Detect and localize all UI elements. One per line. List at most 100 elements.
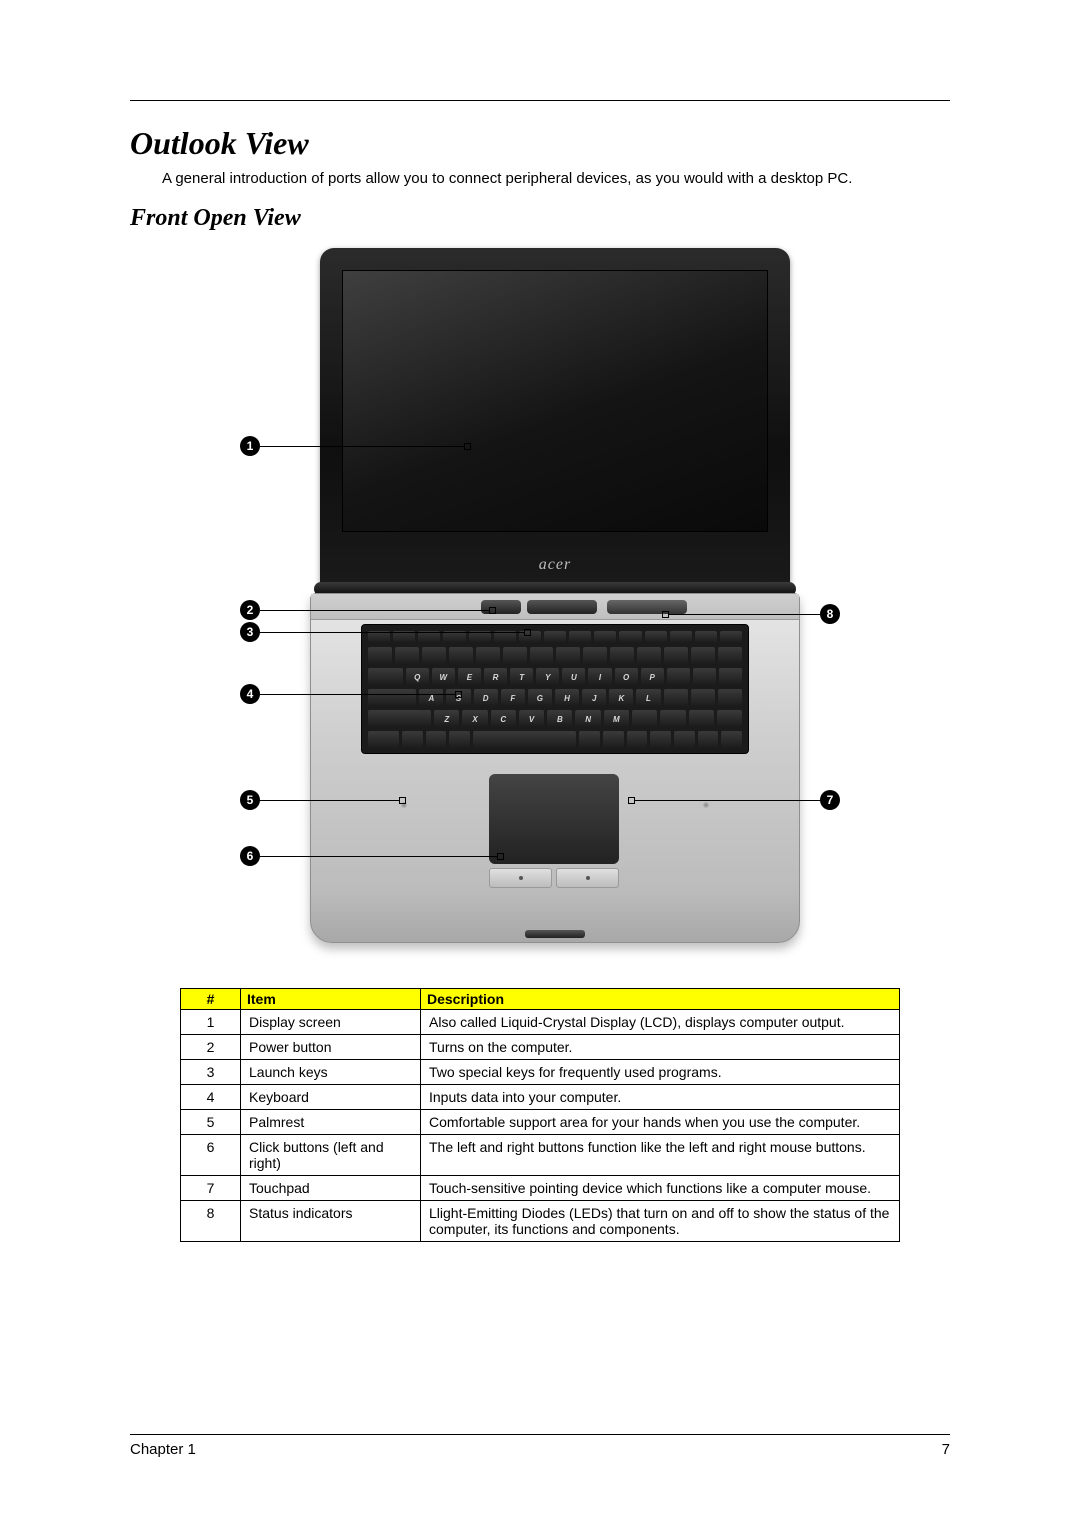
key-g: G bbox=[528, 689, 552, 707]
key bbox=[449, 647, 473, 665]
key-t: T bbox=[510, 668, 533, 686]
callout-4: 4 bbox=[240, 684, 456, 704]
callout-8: 8 bbox=[668, 604, 840, 624]
key-z: Z bbox=[434, 710, 459, 728]
key bbox=[717, 710, 742, 728]
key bbox=[667, 668, 690, 686]
cell-item: Launch keys bbox=[241, 1060, 421, 1085]
key-space bbox=[473, 731, 576, 749]
table-row: 5PalmrestComfortable support area for yo… bbox=[181, 1110, 900, 1135]
cell-desc: Touch-sensitive pointing device which fu… bbox=[421, 1176, 900, 1201]
table-header-desc: Description bbox=[421, 989, 900, 1010]
cell-item: Click buttons (left and right) bbox=[241, 1135, 421, 1176]
cell-desc: The left and right buttons function like… bbox=[421, 1135, 900, 1176]
laptop-illustration: acer bbox=[320, 248, 790, 588]
callout-5: 5 bbox=[240, 790, 400, 810]
callout-bubble-8: 8 bbox=[820, 604, 840, 624]
cell-item: Display screen bbox=[241, 1010, 421, 1035]
cell-item: Keyboard bbox=[241, 1085, 421, 1110]
callout-2: 2 bbox=[240, 600, 490, 620]
key-e: E bbox=[458, 668, 481, 686]
key bbox=[670, 631, 692, 643]
cell-item: Palmrest bbox=[241, 1110, 421, 1135]
callout-bubble-1: 1 bbox=[240, 436, 260, 456]
callout-lead-6 bbox=[260, 856, 498, 857]
cell-item: Status indicators bbox=[241, 1201, 421, 1242]
key bbox=[603, 731, 624, 749]
cell-item: Touchpad bbox=[241, 1176, 421, 1201]
subsection-title: Front Open View bbox=[130, 205, 950, 232]
key bbox=[637, 647, 661, 665]
key bbox=[689, 710, 714, 728]
key bbox=[691, 689, 715, 707]
key bbox=[569, 631, 591, 643]
key-f: F bbox=[501, 689, 525, 707]
key bbox=[594, 631, 616, 643]
callout-6: 6 bbox=[240, 846, 498, 866]
cell-num: 7 bbox=[181, 1176, 241, 1201]
table-row: 2Power buttonTurns on the computer. bbox=[181, 1035, 900, 1060]
key bbox=[449, 731, 470, 749]
table-header-num: # bbox=[181, 989, 241, 1010]
features-table-head: # Item Description bbox=[181, 989, 900, 1010]
key bbox=[650, 731, 671, 749]
section-title: Outlook View bbox=[130, 125, 950, 162]
key bbox=[693, 668, 716, 686]
key bbox=[368, 710, 431, 728]
key-y: Y bbox=[536, 668, 559, 686]
features-table-body: 1Display screenAlso called Liquid-Crysta… bbox=[181, 1010, 900, 1242]
key bbox=[718, 647, 742, 665]
launch-keys-graphic bbox=[527, 600, 597, 614]
key bbox=[368, 647, 392, 665]
key-m: M bbox=[604, 710, 629, 728]
table-row: 4KeyboardInputs data into your computer. bbox=[181, 1085, 900, 1110]
laptop-deck: QWERTYUIOPASDFGHJKLZXCVBNM bbox=[310, 593, 800, 943]
key bbox=[422, 647, 446, 665]
key bbox=[619, 631, 641, 643]
cell-item: Power button bbox=[241, 1035, 421, 1060]
key-x: X bbox=[462, 710, 487, 728]
callout-1: 1 bbox=[240, 436, 465, 456]
key-j: J bbox=[582, 689, 606, 707]
key bbox=[664, 647, 688, 665]
intro-paragraph: A general introduction of ports allow yo… bbox=[162, 170, 950, 187]
cell-num: 1 bbox=[181, 1010, 241, 1035]
cell-num: 6 bbox=[181, 1135, 241, 1176]
key bbox=[583, 647, 607, 665]
cell-num: 5 bbox=[181, 1110, 241, 1135]
laptop-logo-bar: acer bbox=[320, 556, 790, 574]
key bbox=[426, 731, 447, 749]
callout-bubble-4: 4 bbox=[240, 684, 260, 704]
key bbox=[544, 631, 566, 643]
key bbox=[503, 647, 527, 665]
callout-bubble-6: 6 bbox=[240, 846, 260, 866]
touchpad-graphic bbox=[489, 774, 619, 864]
footer-page-number: 7 bbox=[942, 1441, 950, 1458]
callout-7: 7 bbox=[634, 790, 840, 810]
cell-num: 4 bbox=[181, 1085, 241, 1110]
table-header-item: Item bbox=[241, 989, 421, 1010]
bottom-rule bbox=[130, 1434, 950, 1435]
key bbox=[402, 731, 423, 749]
key bbox=[664, 689, 688, 707]
key-l: L bbox=[636, 689, 660, 707]
key-d: D bbox=[474, 689, 498, 707]
page-footer: Chapter 1 7 bbox=[130, 1434, 950, 1458]
table-row: 1Display screenAlso called Liquid-Crysta… bbox=[181, 1010, 900, 1035]
cell-desc: Two special keys for frequently used pro… bbox=[421, 1060, 900, 1085]
key bbox=[691, 647, 715, 665]
cell-desc: Turns on the computer. bbox=[421, 1035, 900, 1060]
cell-desc: Comfortable support area for your hands … bbox=[421, 1110, 900, 1135]
callout-lead-7 bbox=[634, 800, 820, 801]
cell-num: 3 bbox=[181, 1060, 241, 1085]
front-indicator-strip bbox=[525, 930, 585, 938]
key bbox=[695, 631, 717, 643]
key-o: O bbox=[615, 668, 638, 686]
callout-lead-1 bbox=[260, 446, 465, 447]
key bbox=[476, 647, 500, 665]
key-i: I bbox=[588, 668, 611, 686]
key bbox=[719, 668, 742, 686]
key bbox=[718, 689, 742, 707]
cell-desc: Also called Liquid-Crystal Display (LCD)… bbox=[421, 1010, 900, 1035]
table-row: 3Launch keysTwo special keys for frequen… bbox=[181, 1060, 900, 1085]
